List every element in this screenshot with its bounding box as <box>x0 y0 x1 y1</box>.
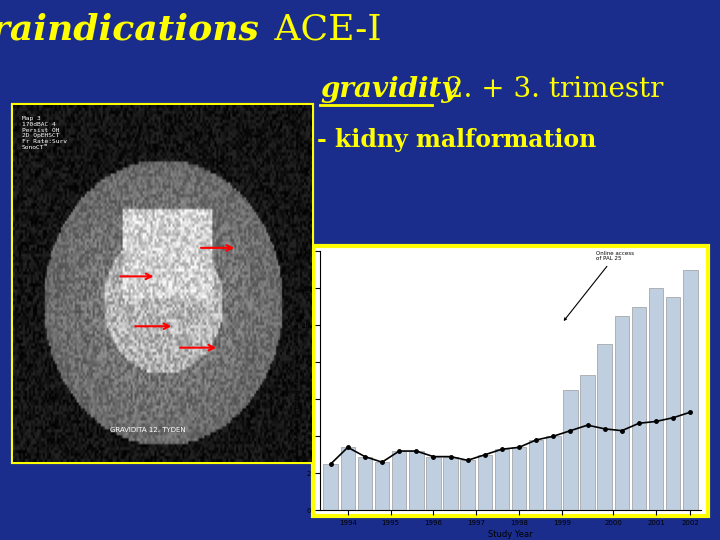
Bar <box>546 436 561 510</box>
Bar <box>649 288 663 510</box>
Text: Map 3
170dBAC 4
Persist OH
2D OpEHSCT
Fr Rate:Surv
SonoCT™: Map 3 170dBAC 4 Persist OH 2D OpEHSCT Fr… <box>22 116 67 150</box>
Bar <box>683 269 698 510</box>
Text: Aortal stenosis: Aortal stenosis <box>54 369 243 392</box>
Bar <box>495 449 509 510</box>
Bar <box>631 307 646 510</box>
Text: - kidny malformation: - kidny malformation <box>317 129 596 152</box>
Bar <box>444 457 458 510</box>
Y-axis label: Rate of Admision for Hyperkalemia (per 1000 patients): Rate of Admision for Hyperkalemia (per 1… <box>295 305 300 456</box>
Bar <box>409 451 423 510</box>
Text: 2. + 3. trimestr: 2. + 3. trimestr <box>437 76 663 103</box>
Bar <box>598 343 612 510</box>
Bar <box>426 457 441 510</box>
Text: Online access
of PAL 25: Online access of PAL 25 <box>564 251 634 320</box>
Text: gravidity: gravidity <box>320 76 458 103</box>
Text: Contraindications: Contraindications <box>0 13 259 46</box>
Bar <box>460 460 475 510</box>
FancyBboxPatch shape <box>313 246 708 516</box>
X-axis label: Study Year: Study Year <box>488 530 533 539</box>
Bar <box>341 447 355 510</box>
Text: ACE-I: ACE-I <box>263 13 382 46</box>
Text: Hyperkalemia: Hyperkalemia <box>54 316 271 343</box>
Bar <box>563 390 577 510</box>
Bar <box>614 316 629 510</box>
Bar <box>580 375 595 510</box>
Bar <box>323 464 338 510</box>
Bar <box>477 455 492 510</box>
FancyBboxPatch shape <box>13 105 312 462</box>
Bar <box>392 451 407 510</box>
Text: GRAVIDITA 12. TYDEN: GRAVIDITA 12. TYDEN <box>109 427 185 433</box>
Text: cardiomyopathy: cardiomyopathy <box>54 421 258 443</box>
Bar <box>666 298 680 510</box>
Bar <box>375 462 390 510</box>
Bar <box>358 457 372 510</box>
Bar <box>529 440 544 510</box>
Bar <box>512 447 526 510</box>
